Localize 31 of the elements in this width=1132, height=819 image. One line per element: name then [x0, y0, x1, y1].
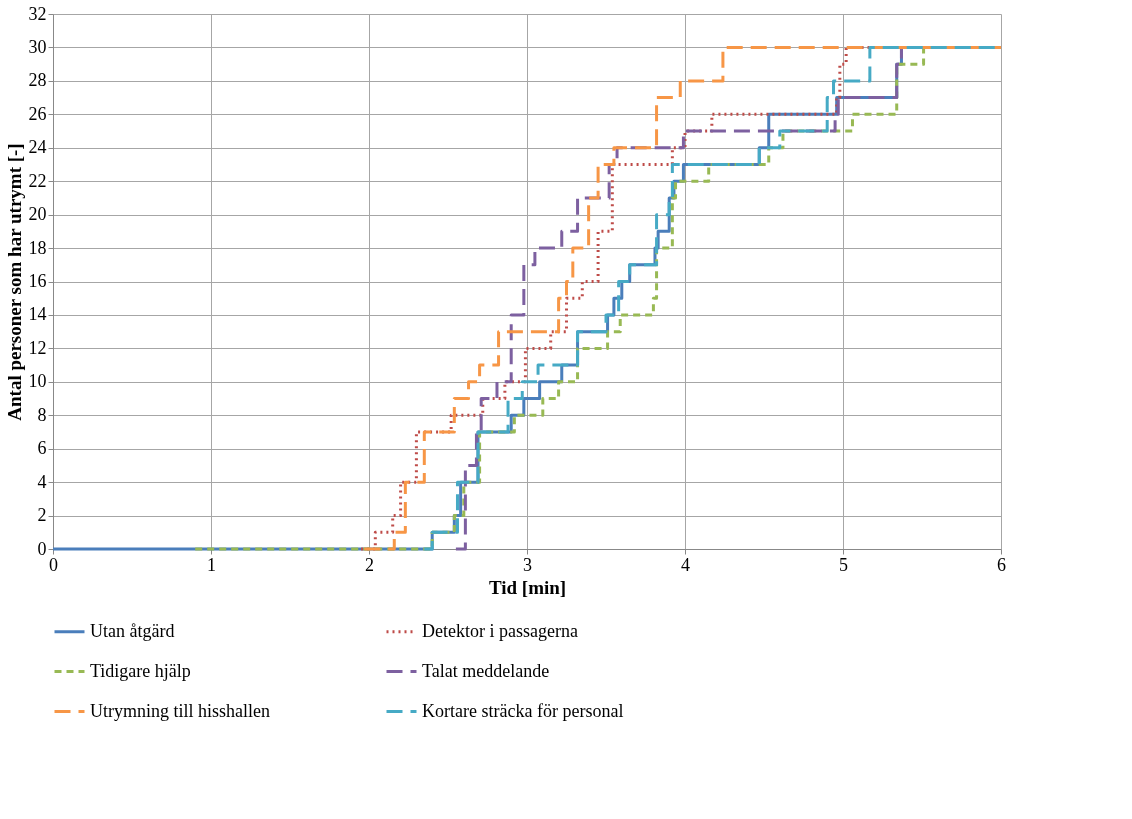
- y-tick-label: 18: [28, 237, 47, 258]
- x-tick-label: 2: [365, 554, 374, 575]
- y-tick-label: 10: [28, 371, 47, 392]
- x-tick-label: 3: [523, 554, 532, 575]
- x-tick-label: 6: [997, 554, 1006, 575]
- y-tick-label: 30: [28, 36, 47, 57]
- legend-label: Detektor i passagerna: [422, 620, 578, 641]
- legend-label: Utrymning till hisshallen: [90, 700, 270, 721]
- x-tick-label: 1: [207, 554, 216, 575]
- legend-label: Talat meddelande: [422, 660, 550, 681]
- y-tick-label: 16: [28, 271, 47, 291]
- legend-label: Tidigare hjälp: [90, 660, 191, 681]
- y-tick-label: 0: [37, 538, 47, 559]
- y-tick-label: 4: [37, 471, 47, 492]
- y-tick-label: 6: [37, 438, 47, 459]
- x-tick-label: 5: [839, 554, 848, 575]
- y-tick-label: 20: [28, 204, 47, 225]
- y-tick-label: 24: [28, 137, 47, 158]
- y-tick-label: 26: [28, 103, 47, 124]
- y-tick-label: 32: [28, 3, 47, 24]
- y-tick-label: 28: [28, 70, 47, 91]
- y-tick-label: 2: [37, 505, 47, 526]
- y-axis-title: Antal personer som har utrymt [-]: [3, 143, 25, 421]
- y-tick-label: 14: [28, 304, 47, 325]
- y-tick-label: 8: [37, 404, 47, 425]
- x-tick-label: 4: [681, 554, 690, 575]
- legend-label: Utan åtgärd: [90, 620, 175, 641]
- y-tick-label: 22: [28, 170, 47, 191]
- legend-label: Kortare sträcka för personal: [422, 700, 624, 721]
- x-axis-title: Tid [min]: [488, 576, 567, 598]
- y-tick-label: 12: [28, 337, 47, 358]
